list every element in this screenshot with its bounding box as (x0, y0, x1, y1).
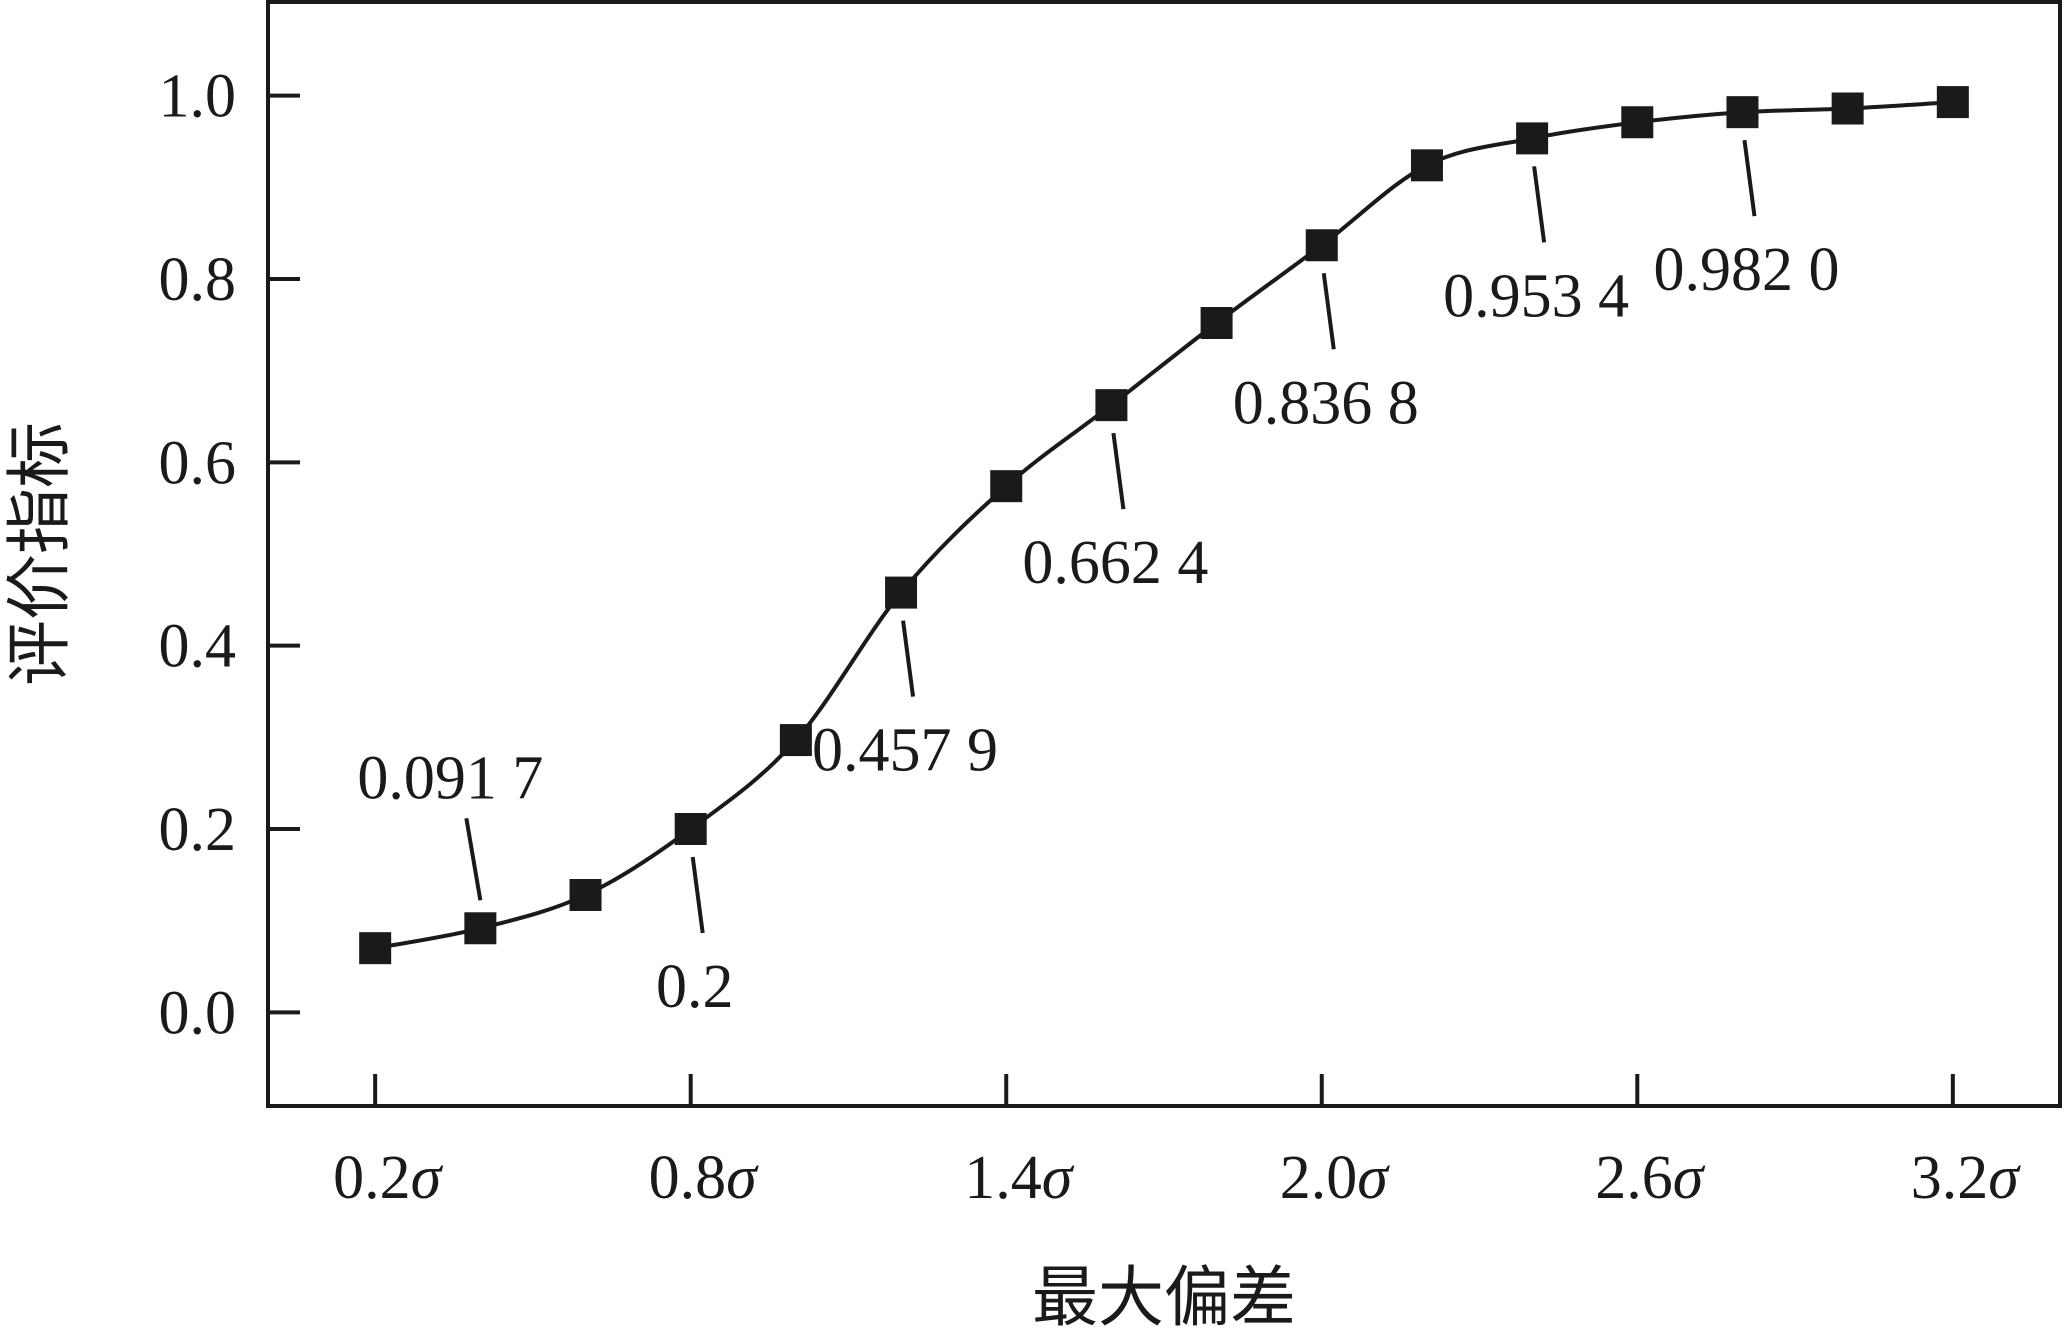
y-tick-label: 0.2 (159, 796, 237, 864)
data-label: 0.982 0 (1653, 236, 1839, 304)
data-label: 0.2 (656, 953, 734, 1021)
x-tick-label: 2.6σ (1595, 1144, 1706, 1212)
data-point-marker (885, 576, 918, 609)
data-point-marker (1831, 92, 1864, 125)
annotation-leader-line (464, 817, 483, 901)
data-point-marker (1305, 229, 1338, 262)
x-tick-label: 0.2σ (333, 1144, 444, 1212)
x-tick-label: 1.4σ (964, 1144, 1075, 1212)
y-tick-label: 0.8 (159, 246, 237, 314)
data-point-marker (1726, 96, 1759, 129)
data-point-marker (779, 724, 812, 757)
series-markers (359, 86, 1969, 965)
annotation-leader-line (901, 620, 916, 697)
x-tick-label: 2.0σ (1280, 1144, 1391, 1212)
x-tick-label: 3.2σ (1911, 1144, 2022, 1212)
data-label: 0.457 9 (812, 717, 998, 785)
data-annotations: 0.091 7 0.2 0.457 9 0.662 4 0.836 8 0.953 4 0.… (357, 139, 1839, 1021)
annotation-leader-line (1742, 139, 1757, 217)
data-point-marker (1621, 106, 1654, 139)
y-tick-label: 0.6 (159, 429, 237, 497)
data-point-marker (1516, 122, 1549, 155)
data-point-marker (674, 813, 707, 845)
annotation-leader-line (1321, 273, 1336, 350)
data-point-marker (359, 932, 392, 965)
data-label: 0.091 7 (357, 744, 543, 812)
annotation-leader-line (1532, 166, 1547, 243)
x-tick-label: 0.8σ (649, 1144, 760, 1212)
plot-frame (266, 0, 2062, 1108)
series-line (374, 100, 1953, 951)
y-tick-label: 0.0 (159, 979, 237, 1047)
data-point-marker (569, 879, 602, 911)
y-tick-label: 1.0 (159, 63, 237, 131)
y-tick-label: 0.4 (159, 613, 237, 681)
annotation-leader-line (690, 856, 705, 934)
data-point-marker (464, 912, 497, 945)
data-point-marker (990, 470, 1023, 503)
data-label: 0.662 4 (1022, 529, 1208, 597)
data-point-marker (1410, 149, 1443, 182)
annotation-leader-line (1111, 432, 1126, 510)
x-axis-title: 最大偏差 (1032, 1262, 1296, 1335)
data-label: 0.836 8 (1233, 369, 1419, 437)
data-point-marker (1936, 86, 1969, 119)
y-axis-title: 评价指标 (4, 422, 77, 686)
data-point-marker (1200, 307, 1233, 339)
x-axis: 0.2σ 0.8σ 1.4σ 2.0σ 2.6σ 3.2σ (333, 1074, 2021, 1212)
data-point-marker (1095, 389, 1128, 422)
data-label: 0.953 4 (1443, 262, 1629, 330)
y-axis: 0.0 0.2 0.4 0.6 0.8 1.0 (159, 63, 300, 1047)
